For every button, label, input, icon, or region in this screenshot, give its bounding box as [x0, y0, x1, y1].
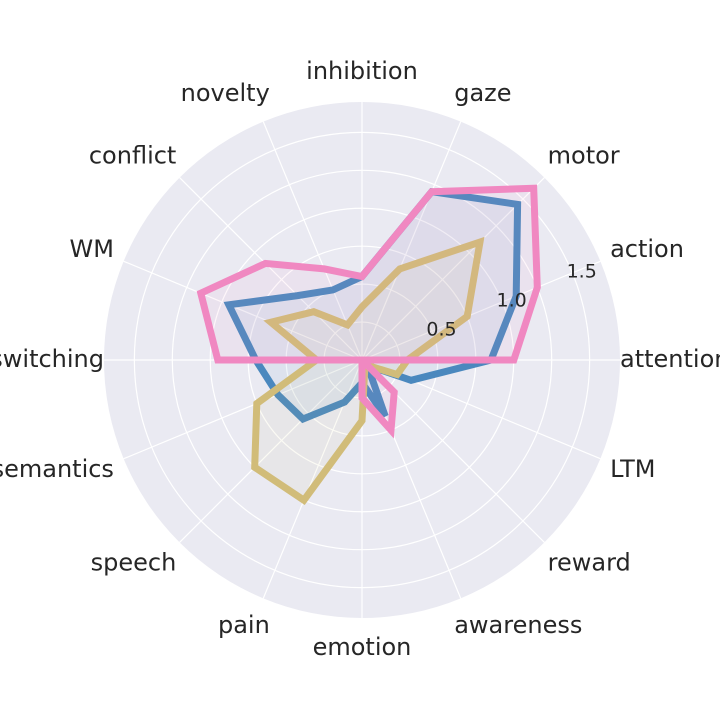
- axis-label-switching: switching: [0, 345, 104, 373]
- grid-spoke: [361, 177, 545, 361]
- grid-spoke: [179, 359, 363, 543]
- axis-label-emotion: emotion: [313, 633, 412, 661]
- axis-label-reward: reward: [548, 549, 631, 577]
- series-fill-2: [254, 242, 480, 501]
- axis-label-semantics: semantics: [0, 455, 114, 483]
- axis-label-inhibition: inhibition: [306, 57, 418, 85]
- grid-spoke: [123, 260, 363, 361]
- axis-label-attention: attention: [620, 345, 720, 373]
- grid-spoke: [361, 260, 601, 361]
- axis-label-speech: speech: [91, 549, 177, 577]
- axis-label-wm: WM: [69, 235, 113, 263]
- grid-spoke: [262, 121, 363, 361]
- axis-label-novelty: novelty: [181, 79, 270, 107]
- axis-label-conflict: conflict: [89, 141, 176, 169]
- grid-spoke: [361, 121, 462, 361]
- grid-spoke: [123, 359, 363, 460]
- radial-tick-label: 1.0: [496, 289, 526, 311]
- axis-label-ltm: LTM: [610, 455, 655, 483]
- axis-label-awareness: awareness: [454, 611, 582, 639]
- axis-label-pain: pain: [218, 611, 270, 639]
- series-fill-3: [200, 188, 538, 431]
- axis-label-motor: motor: [548, 141, 620, 169]
- series-line-3: [196, 184, 541, 439]
- axis-label-gaze: gaze: [454, 79, 511, 107]
- radial-tick-label: 1.5: [567, 260, 597, 282]
- axis-label-action: action: [610, 235, 684, 263]
- radial-tick-label: 0.5: [426, 318, 456, 340]
- grid-spoke: [179, 177, 363, 361]
